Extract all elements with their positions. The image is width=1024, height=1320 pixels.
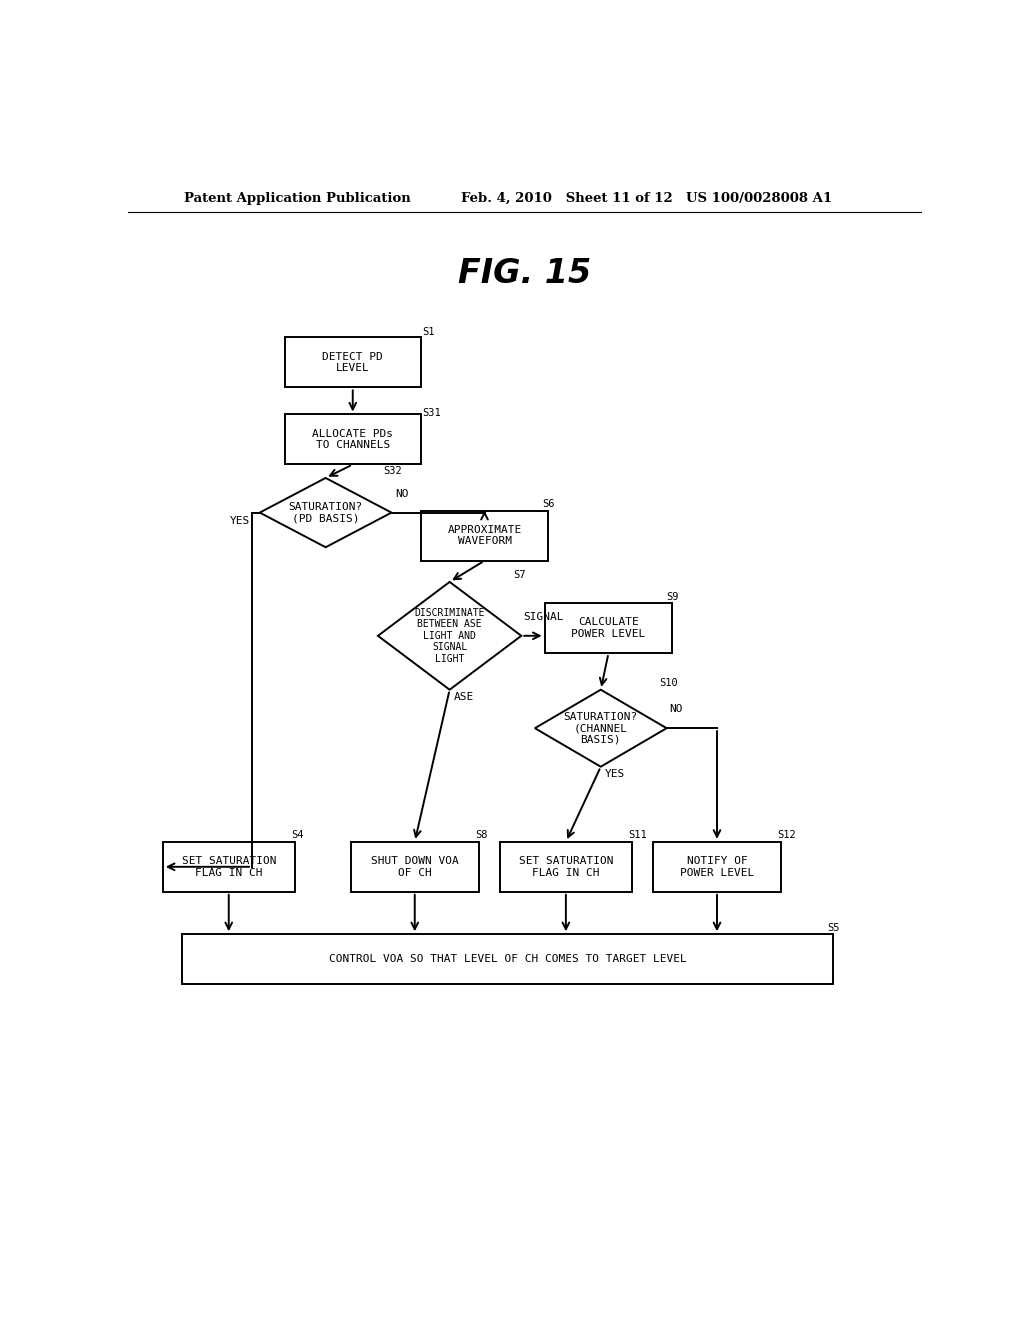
Text: YES: YES	[230, 516, 251, 527]
Text: CALCULATE
POWER LEVEL: CALCULATE POWER LEVEL	[571, 618, 645, 639]
Bar	[182, 935, 834, 985]
Text: S6: S6	[543, 499, 555, 510]
Text: ASE: ASE	[454, 692, 474, 702]
Text: SHUT DOWN VOA
OF CH: SHUT DOWN VOA OF CH	[371, 855, 459, 878]
Text: DISCRIMINATE
BETWEEN ASE
LIGHT AND
SIGNAL
LIGHT: DISCRIMINATE BETWEEN ASE LIGHT AND SIGNA…	[415, 607, 485, 664]
Text: US 100/0028008 A1: US 100/0028008 A1	[686, 191, 833, 205]
Text: Feb. 4, 2010   Sheet 11 of 12: Feb. 4, 2010 Sheet 11 of 12	[461, 191, 673, 205]
Text: APPROXIMATE
WAVEFORM: APPROXIMATE WAVEFORM	[447, 525, 521, 546]
Text: S4: S4	[291, 830, 303, 841]
Text: S8: S8	[475, 830, 487, 841]
Text: SATURATION?
(PD BASIS): SATURATION? (PD BASIS)	[289, 502, 362, 524]
Polygon shape	[535, 689, 667, 767]
Bar	[653, 842, 781, 892]
Bar	[421, 511, 549, 561]
Text: NO: NO	[669, 705, 682, 714]
Bar	[285, 414, 421, 465]
Polygon shape	[260, 478, 391, 548]
Text: SET SATURATION
FLAG IN CH: SET SATURATION FLAG IN CH	[181, 855, 276, 878]
Text: NO: NO	[395, 488, 409, 499]
Text: S9: S9	[667, 591, 679, 602]
Text: FIG. 15: FIG. 15	[458, 257, 592, 290]
Text: S1: S1	[422, 327, 434, 338]
Text: S32: S32	[384, 466, 402, 477]
Text: S5: S5	[827, 923, 840, 933]
Bar	[545, 603, 673, 653]
Text: S10: S10	[658, 678, 678, 688]
Bar	[351, 842, 478, 892]
Text: S7: S7	[514, 570, 526, 581]
Text: S31: S31	[422, 408, 441, 418]
Text: SIGNAL: SIGNAL	[523, 612, 564, 622]
Text: Patent Application Publication: Patent Application Publication	[183, 191, 411, 205]
Bar	[500, 842, 632, 892]
Text: YES: YES	[604, 770, 625, 779]
Text: S12: S12	[777, 830, 796, 841]
Text: ALLOCATE PDs
TO CHANNELS: ALLOCATE PDs TO CHANNELS	[312, 429, 393, 450]
Text: S11: S11	[628, 830, 646, 841]
Text: SATURATION?
(CHANNEL
BASIS): SATURATION? (CHANNEL BASIS)	[563, 711, 638, 744]
Text: DETECT PD
LEVEL: DETECT PD LEVEL	[323, 351, 383, 374]
Bar	[163, 842, 295, 892]
Bar	[285, 338, 421, 388]
Text: SET SATURATION
FLAG IN CH: SET SATURATION FLAG IN CH	[518, 855, 613, 878]
Text: CONTROL VOA SO THAT LEVEL OF CH COMES TO TARGET LEVEL: CONTROL VOA SO THAT LEVEL OF CH COMES TO…	[329, 954, 687, 964]
Text: NOTIFY OF
POWER LEVEL: NOTIFY OF POWER LEVEL	[680, 855, 754, 878]
Polygon shape	[378, 582, 521, 689]
